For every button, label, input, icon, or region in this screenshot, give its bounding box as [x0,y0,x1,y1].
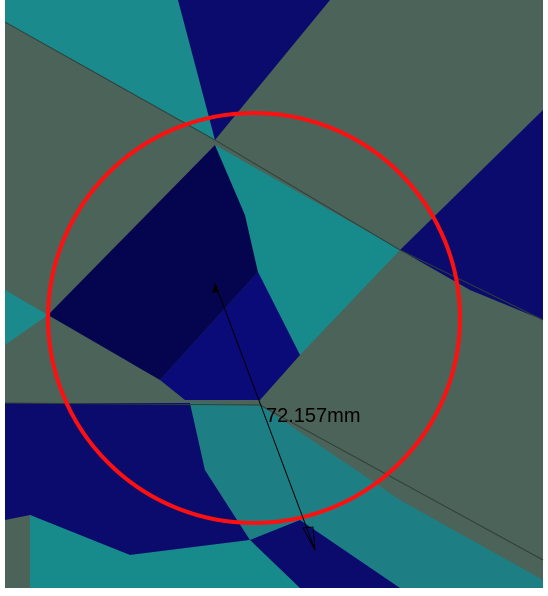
face [5,0,215,140]
edge [4,21,544,321]
edge [4,402,544,561]
face [30,515,300,588]
face [5,290,48,345]
dimension-arrow [212,283,219,293]
highlight-circle [46,111,462,525]
dimension-arrow [302,526,316,551]
face [160,272,300,400]
face [178,0,330,140]
face [48,145,258,380]
face [215,145,400,355]
model [4,0,544,588]
face [250,520,400,588]
dimension-line [214,282,316,551]
dimension-label: 72.157mm [266,405,361,427]
